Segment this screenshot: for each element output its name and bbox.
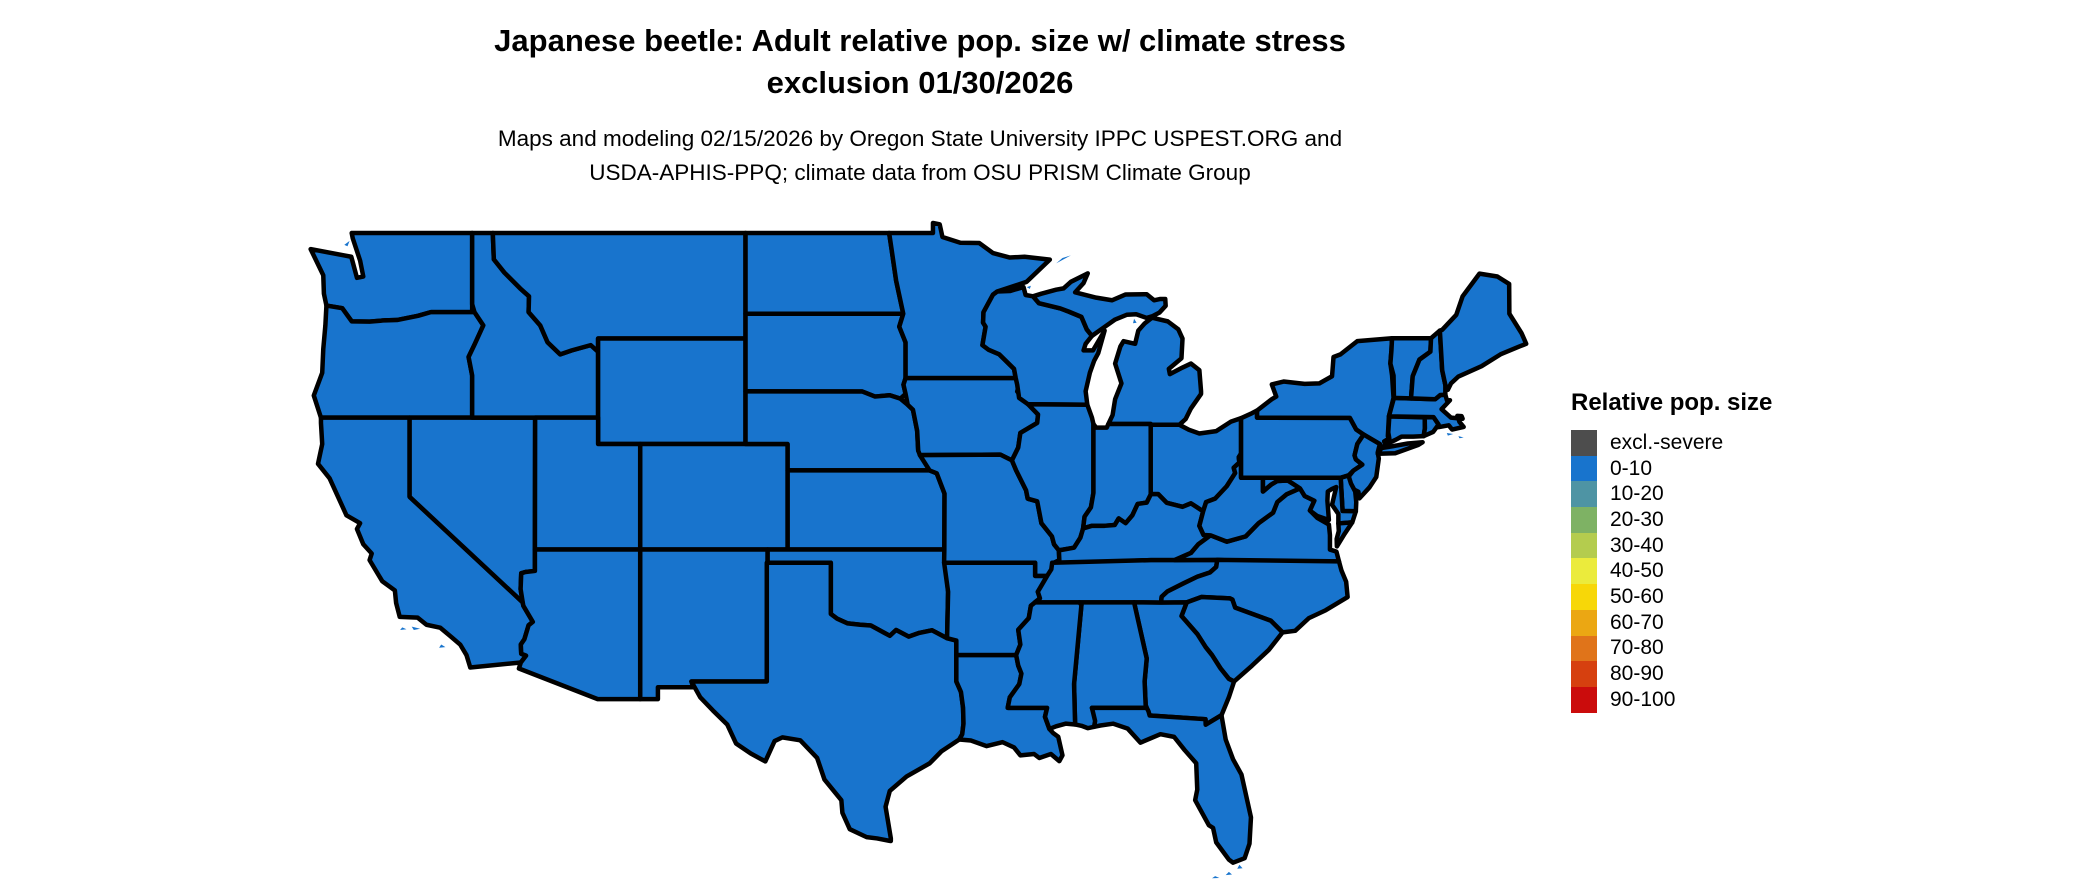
legend-label: 90-100 (1610, 687, 1676, 711)
legend-label: 10-20 (1610, 482, 1664, 506)
figure-header: Japanese beetle: Adult relative pop. siz… (0, 20, 1840, 190)
state-arizona (519, 550, 640, 700)
island-florida-key-3 (1211, 876, 1220, 879)
state-virginia-eastern-shore (1337, 522, 1353, 546)
legend-swatch (1571, 558, 1597, 585)
state-colorado (640, 444, 787, 550)
legend-label: 20-30 (1610, 507, 1664, 531)
island-channel-1 (411, 626, 421, 631)
legend-label: 80-90 (1610, 662, 1664, 686)
legend-label: 40-50 (1610, 559, 1664, 583)
state-michigan-upper-peninsula (1033, 273, 1166, 336)
legend-item: 50-60 (1571, 584, 1772, 610)
legend-title: Relative pop. size (1571, 389, 1773, 416)
figure-title-line1: Japanese beetle: Adult relative pop. siz… (494, 23, 1346, 58)
legend-swatch (1571, 532, 1597, 559)
state-michigan-lower-peninsula (1108, 318, 1201, 425)
legend-swatch (1571, 430, 1597, 456)
legend-item: 20-30 (1571, 507, 1772, 533)
state-texas (691, 563, 963, 841)
legend-item: 80-90 (1571, 661, 1772, 687)
island-isle-royale (1056, 255, 1071, 264)
legend-item: 40-50 (1571, 558, 1772, 585)
legend-swatch (1571, 455, 1597, 482)
us-map-states (311, 223, 1527, 878)
legend-item: 0-10 (1571, 455, 1772, 482)
island-florida-key-2 (1225, 871, 1233, 876)
legend-swatch (1571, 661, 1597, 687)
state-florida (1092, 708, 1251, 863)
legend-label: 30-40 (1610, 533, 1664, 557)
legend-swatch (1571, 686, 1597, 713)
legend-label: excl.-severe (1610, 430, 1724, 454)
legend-label: 50-60 (1610, 584, 1664, 608)
legend-item: excl.-severe (1571, 430, 1772, 456)
island-marthas-vineyard (1446, 432, 1454, 436)
state-pennsylvania (1241, 411, 1364, 478)
figure-subtitle-line2: USDA-APHIS-PPQ; climate data from OSU PR… (589, 160, 1251, 185)
legend-swatch (1571, 635, 1597, 662)
legend-item: 70-80 (1571, 635, 1772, 662)
legend-swatch (1571, 481, 1597, 508)
legend-item: 90-100 (1571, 686, 1772, 713)
legend-swatch (1571, 584, 1597, 610)
legend-label: 70-80 (1610, 636, 1664, 660)
state-new-mexico (640, 550, 767, 700)
state-south-dakota (746, 314, 906, 399)
legend-label: 60-70 (1610, 610, 1664, 634)
legend-label: 0-10 (1610, 456, 1653, 480)
state-kansas (788, 470, 945, 549)
island-beaver (1133, 318, 1137, 324)
legend-swatch (1571, 507, 1597, 533)
state-oregon (314, 306, 484, 418)
legend-item: 30-40 (1571, 532, 1772, 559)
legend-item: 60-70 (1571, 609, 1772, 636)
figure-subtitle: Maps and modeling 02/15/2026 by Oregon S… (0, 122, 1840, 190)
state-maryland (1263, 478, 1356, 524)
state-mississippi (1008, 602, 1082, 729)
island-san-juan (344, 240, 350, 247)
figure-title-line2: exclusion 01/30/2026 (766, 65, 1074, 100)
island-florida-key-1 (1237, 864, 1243, 869)
state-north-dakota (746, 233, 904, 314)
island-nantucket (1458, 436, 1464, 439)
legend-swatch (1571, 609, 1597, 636)
legend: Relative pop. size excl.-severe 0-10 10-20… (1571, 389, 1772, 713)
figure-title: Japanese beetle: Adult relative pop. siz… (0, 20, 1840, 104)
state-wyoming (598, 339, 745, 445)
island-channel-2 (400, 627, 407, 631)
island-catalina (439, 644, 446, 648)
island-apostle (1026, 285, 1031, 289)
figure-subtitle-line1: Maps and modeling 02/15/2026 by Oregon S… (497, 126, 1343, 151)
legend-items: excl.-severe 0-10 10-20 20-30 30-40 40-50 50-6… (1571, 430, 1772, 713)
long-island (1378, 442, 1423, 454)
legend-item: 10-20 (1571, 481, 1772, 508)
state-maine (1440, 274, 1526, 390)
